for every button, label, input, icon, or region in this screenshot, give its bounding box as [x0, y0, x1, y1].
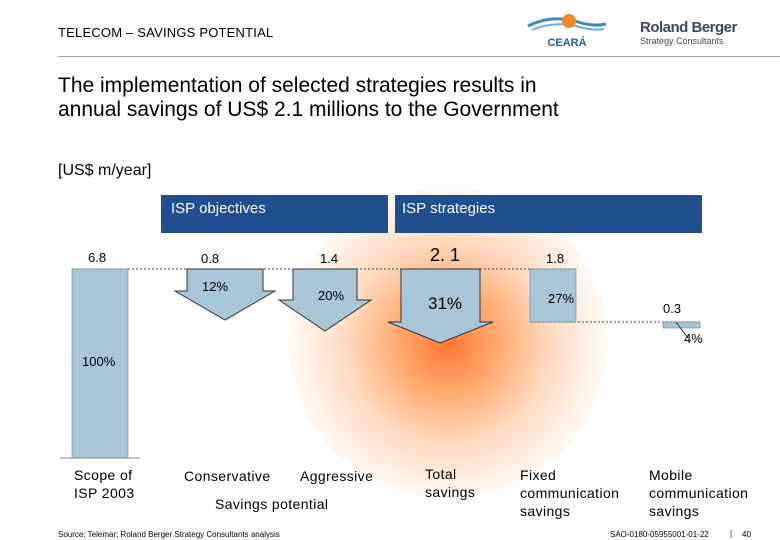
arrow-conservative	[173, 268, 277, 321]
value-label-total: 2. 1	[430, 245, 461, 265]
isp-objectives-band: ISP objectives	[161, 195, 388, 233]
pct-label-total: 31%	[428, 294, 463, 313]
isp-strategies-label: ISP strategies	[402, 200, 496, 217]
pct-label-scope: 100%	[82, 354, 116, 369]
ceara-logo: CEARÁ	[522, 10, 612, 50]
value-label-fixed: 1.8	[546, 251, 565, 266]
xlabel-fixed-line2: communication	[520, 485, 620, 501]
section-title: TELECOM – SAVINGS POTENTIAL	[58, 25, 274, 40]
rb-logo-line1: Roland Berger	[640, 19, 737, 36]
pct-label-mobile: 4%	[684, 331, 703, 346]
bar-scope-isp-2003	[71, 268, 129, 459]
ceara-logo-text: CEARÁ	[547, 36, 586, 49]
xlabel-mobile-line2: communication	[649, 485, 749, 501]
xlabel-fixed: Fixed communication savings	[520, 466, 619, 520]
value-label-aggressive: 1.4	[320, 251, 339, 266]
header-divider	[58, 56, 780, 57]
xlabel-scope-line2: ISP 2003	[74, 485, 135, 501]
xlabel-savings-potential: Savings potential	[215, 496, 329, 512]
mobile-pct-leader	[675, 321, 689, 339]
xlabel-mobile: Mobile communication savings	[649, 466, 748, 520]
roland-berger-logo: Roland Berger Strategy Consultants	[640, 20, 750, 50]
page-headline: The implementation of selected strategie…	[58, 74, 738, 122]
xlabel-total-line2: savings	[425, 484, 476, 500]
pct-label-fixed: 27%	[548, 291, 575, 306]
value-label-mobile: 0.3	[663, 301, 682, 316]
unit-label: [US$ m/year]	[58, 162, 152, 179]
xlabel-mobile-line1: Mobile	[649, 467, 693, 483]
isp-strategies-band: ISP strategies	[395, 195, 702, 233]
xlabel-scope: Scope of ISP 2003	[74, 466, 135, 502]
total-glow	[288, 188, 608, 498]
footer-separator: |	[730, 529, 733, 538]
value-label-conservative: 0.8	[201, 251, 220, 266]
xlabel-fixed-line1: Fixed	[520, 467, 557, 483]
ceara-logo-icon: CEARÁ	[527, 14, 607, 49]
rb-logo-line2: Strategy Consultants	[640, 36, 724, 46]
footer-source: Source: Telemar; Roland Berger Strategy …	[58, 530, 280, 539]
footer-page-number: 40	[742, 530, 751, 539]
xlabel-scope-line1: Scope of	[74, 467, 133, 483]
xlabel-mobile-line3: savings	[649, 503, 700, 519]
headline-line1: The implementation of selected strategie…	[58, 74, 537, 97]
pct-label-conservative: 12%	[202, 279, 229, 294]
xlabel-total: Total savings	[425, 465, 475, 501]
xlabel-conservative: Conservative	[184, 468, 271, 484]
xlabel-fixed-line3: savings	[520, 503, 571, 519]
isp-objectives-label: ISP objectives	[171, 200, 266, 217]
arrow-aggressive	[277, 268, 373, 332]
pct-label-aggressive: 20%	[318, 288, 345, 303]
value-label-scope: 6.8	[88, 250, 107, 265]
footer-doc-id: SAO-0180-05955001-01-22	[610, 530, 709, 539]
bar-fixed-communication	[529, 268, 577, 323]
xlabel-total-line1: Total	[425, 466, 457, 482]
headline-line2: annual savings of US$ 2.1 millions to th…	[58, 98, 559, 121]
arrow-total-savings	[387, 268, 494, 344]
xlabel-aggressive: Aggressive	[300, 468, 374, 484]
bar-mobile-communication	[662, 321, 701, 329]
